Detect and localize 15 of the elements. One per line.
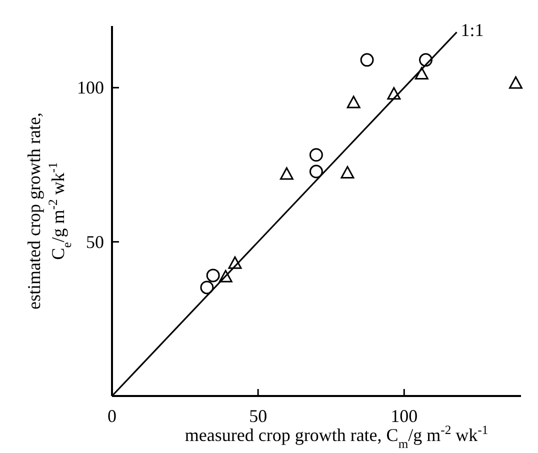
point xyxy=(309,164,323,178)
point xyxy=(360,53,374,67)
point xyxy=(346,96,360,108)
point xyxy=(340,166,354,179)
x-tick-label: 100 xyxy=(390,406,418,426)
x-tick-label: 50 xyxy=(249,406,268,426)
point xyxy=(414,67,428,80)
x-tick-label: 0 xyxy=(108,406,116,426)
x-axis-title: measured crop growth rate, C$_{m}$/g m$^{-2}$ wk$^{-1}$ xyxy=(184,423,488,451)
point xyxy=(206,268,220,282)
point xyxy=(200,280,214,294)
point xyxy=(280,167,294,180)
point xyxy=(309,148,323,162)
annotation: 1:1 xyxy=(460,20,484,40)
point xyxy=(508,76,522,89)
